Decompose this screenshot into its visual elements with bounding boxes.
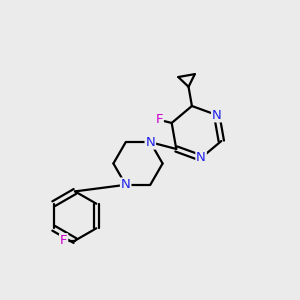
Text: F: F — [60, 234, 67, 247]
Text: N: N — [146, 136, 155, 149]
Text: N: N — [212, 109, 222, 122]
Text: N: N — [196, 152, 206, 164]
Text: F: F — [155, 113, 163, 127]
Text: N: N — [121, 178, 130, 191]
